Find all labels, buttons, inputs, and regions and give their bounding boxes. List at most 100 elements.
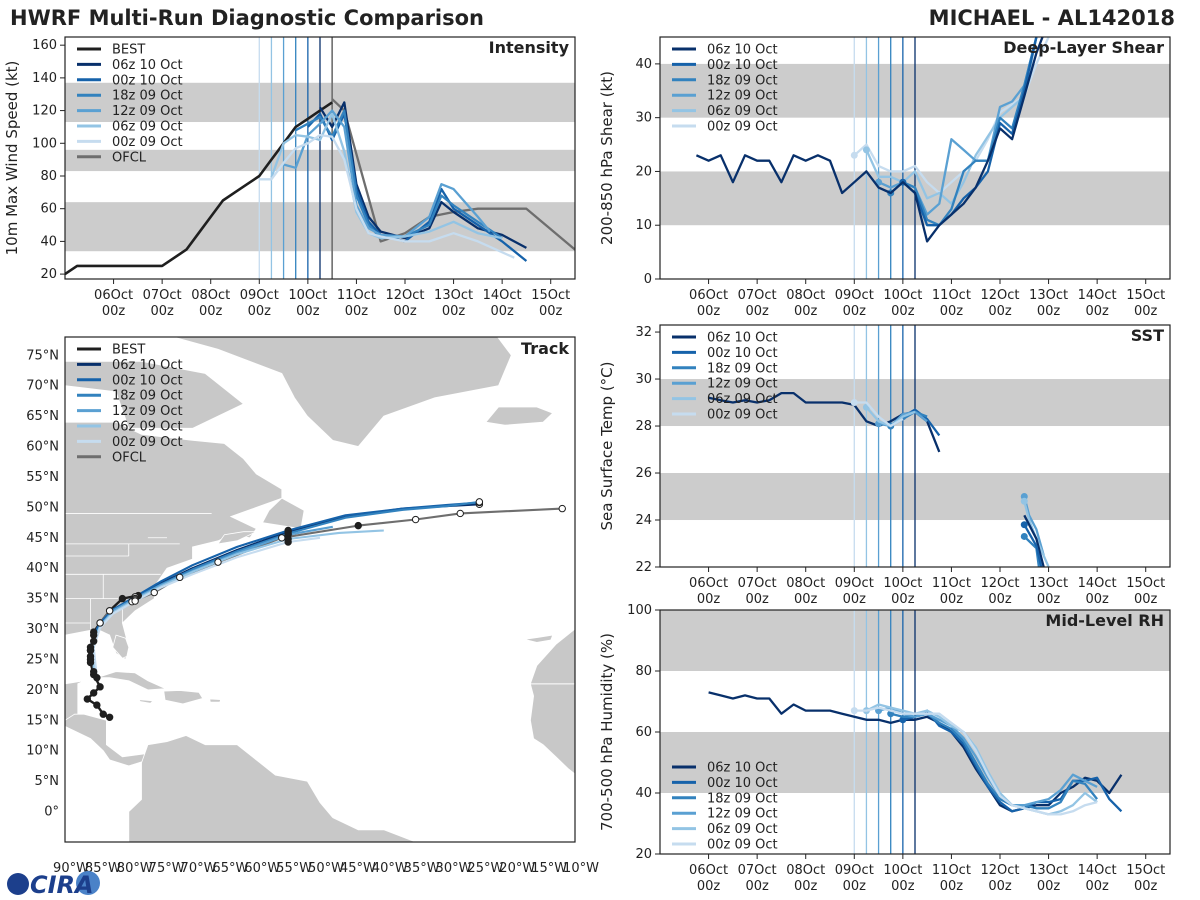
x-tick-label-hour: 00z xyxy=(393,304,417,319)
x-tick-label-day: 10Oct xyxy=(883,863,922,878)
shear-axes-frame xyxy=(659,36,1171,280)
legend-label-00z-10-oct: 00z 10 Oct xyxy=(112,373,183,388)
track-point-best xyxy=(96,683,104,691)
x-tick-label-hour: 00z xyxy=(1037,592,1061,607)
x-tick-label-day: 08Oct xyxy=(786,576,825,591)
track-point-best xyxy=(89,689,98,697)
y-tick-label: 60 xyxy=(635,725,652,740)
legend-label-12z-09-oct: 12z 09 Oct xyxy=(707,377,778,392)
track-point-best xyxy=(99,710,107,718)
lat-label: 75°N xyxy=(26,348,59,363)
y-tick-label: 10 xyxy=(635,218,652,233)
legend-label-18z-09-oct: 18z 09 Oct xyxy=(112,89,183,104)
x-tick-label-hour: 00z xyxy=(940,592,964,607)
x-tick-label-hour: 00z xyxy=(697,304,721,319)
lon-label: 80°W xyxy=(117,861,153,876)
track-point-00z-09-oct xyxy=(284,538,292,546)
south-america xyxy=(128,735,416,842)
x-tick-label-day: 07Oct xyxy=(143,288,182,303)
legend-label-06z-10-oct: 06z 10 Oct xyxy=(112,358,183,373)
series-start-marker xyxy=(899,716,907,724)
legend-label-00z-09-oct: 00z 09 Oct xyxy=(707,408,778,423)
lat-label: 25°N xyxy=(26,652,59,667)
series-line-12z-09-oct xyxy=(283,109,491,238)
x-tick-label-hour: 00z xyxy=(988,592,1012,607)
y-tick-label: 100 xyxy=(32,136,57,151)
x-tick-label-day: 13Oct xyxy=(1029,576,1068,591)
y-tick-label: 20 xyxy=(40,267,57,282)
x-tick-label-hour: 00z xyxy=(891,304,915,319)
x-tick-label-hour: 00z xyxy=(745,304,769,319)
lat-label: 55°N xyxy=(26,470,59,485)
logo-text: CIRA xyxy=(30,871,94,899)
track-point-00z-09-oct xyxy=(131,597,139,605)
x-tick-label-day: 13Oct xyxy=(1029,288,1068,303)
nova-scotia xyxy=(217,531,257,545)
legend-label-12z-09-oct: 12z 09 Oct xyxy=(112,404,183,419)
track-point-best xyxy=(89,637,98,645)
sst-title: SST xyxy=(1131,326,1164,345)
x-tick-label-day: 06Oct xyxy=(689,576,728,591)
legend-label-06z-10-oct: 06z 10 Oct xyxy=(707,761,778,776)
lon-label: 20°W xyxy=(499,861,535,876)
x-tick-label-hour: 00z xyxy=(794,592,818,607)
legend-label-00z-10-oct: 00z 10 Oct xyxy=(707,58,778,73)
legend-label-best: BEST xyxy=(112,43,145,58)
x-tick-label-hour: 00z xyxy=(843,592,867,607)
x-tick-label-hour: 00z xyxy=(442,304,466,319)
legend-label-00z-10-oct: 00z 10 Oct xyxy=(707,776,778,791)
lon-label: 40°W xyxy=(372,861,408,876)
lat-label: 45°N xyxy=(26,531,59,546)
x-tick-label-day: 14Oct xyxy=(1078,576,1117,591)
series-start-marker xyxy=(1020,521,1028,529)
x-tick-label-day: 12Oct xyxy=(980,288,1019,303)
legend-label-06z-09-oct: 06z 09 Oct xyxy=(707,822,778,837)
series-start-marker xyxy=(850,151,858,159)
lon-label: 25°W xyxy=(467,861,503,876)
y-tick-label: 80 xyxy=(635,664,652,679)
x-tick-label-hour: 00z xyxy=(697,879,721,894)
x-tick-label-hour: 00z xyxy=(745,592,769,607)
lat-label: 5°N xyxy=(35,774,60,789)
series-line-18z-09-oct xyxy=(889,37,1038,227)
x-tick-label-day: 15Oct xyxy=(531,288,570,303)
series-line-12z-09-oct xyxy=(1023,496,1045,556)
legend-label-00z-09-oct: 00z 09 Oct xyxy=(112,435,183,450)
sst-axes-frame xyxy=(659,324,1171,568)
track-point-00z-09-oct xyxy=(93,674,101,682)
lat-label: 65°N xyxy=(26,409,59,424)
shear-ylabel: 200-850 hPa Shear (kt) xyxy=(598,71,616,245)
x-tick-label-day: 11Oct xyxy=(337,288,376,303)
y-tick-label: 40 xyxy=(635,786,652,801)
x-tick-label-hour: 00z xyxy=(988,304,1012,319)
x-tick-label-day: 13Oct xyxy=(1029,863,1068,878)
x-tick-label-day: 14Oct xyxy=(1078,863,1117,878)
x-tick-label-hour: 00z xyxy=(940,879,964,894)
x-tick-label-hour: 00z xyxy=(1085,304,1109,319)
lon-label: 30°W xyxy=(436,861,472,876)
x-tick-label-day: 11Oct xyxy=(932,576,971,591)
x-tick-label-hour: 00z xyxy=(794,879,818,894)
lon-label: 75°W xyxy=(149,861,185,876)
x-tick-label-day: 06Oct xyxy=(689,288,728,303)
x-tick-label-day: 09Oct xyxy=(835,863,874,878)
storm-title: MICHAEL - AL142018 xyxy=(929,6,1175,30)
y-tick-label: 40 xyxy=(40,234,57,249)
lon-label: 90°W xyxy=(53,861,89,876)
border-lines xyxy=(65,513,212,630)
track-point-best xyxy=(118,594,127,603)
lat-label: 70°N xyxy=(26,379,59,394)
y-tick-label: 140 xyxy=(32,71,57,86)
x-tick-label-day: 08Oct xyxy=(786,863,825,878)
iberia xyxy=(574,543,575,587)
lat-label: 10°N xyxy=(26,744,59,759)
x-tick-label-day: 10Oct xyxy=(883,576,922,591)
track-line-00z-09-oct xyxy=(92,536,321,678)
series-start-marker xyxy=(1020,497,1028,505)
y-tick-label: 60 xyxy=(40,202,57,217)
legend-label-12z-09-oct: 12z 09 Oct xyxy=(707,807,778,822)
series-line-best xyxy=(65,101,333,276)
legend-label-12z-09-oct: 12z 09 Oct xyxy=(707,89,778,104)
lat-label: 35°N xyxy=(26,592,59,607)
lon-label: 45°W xyxy=(340,861,376,876)
